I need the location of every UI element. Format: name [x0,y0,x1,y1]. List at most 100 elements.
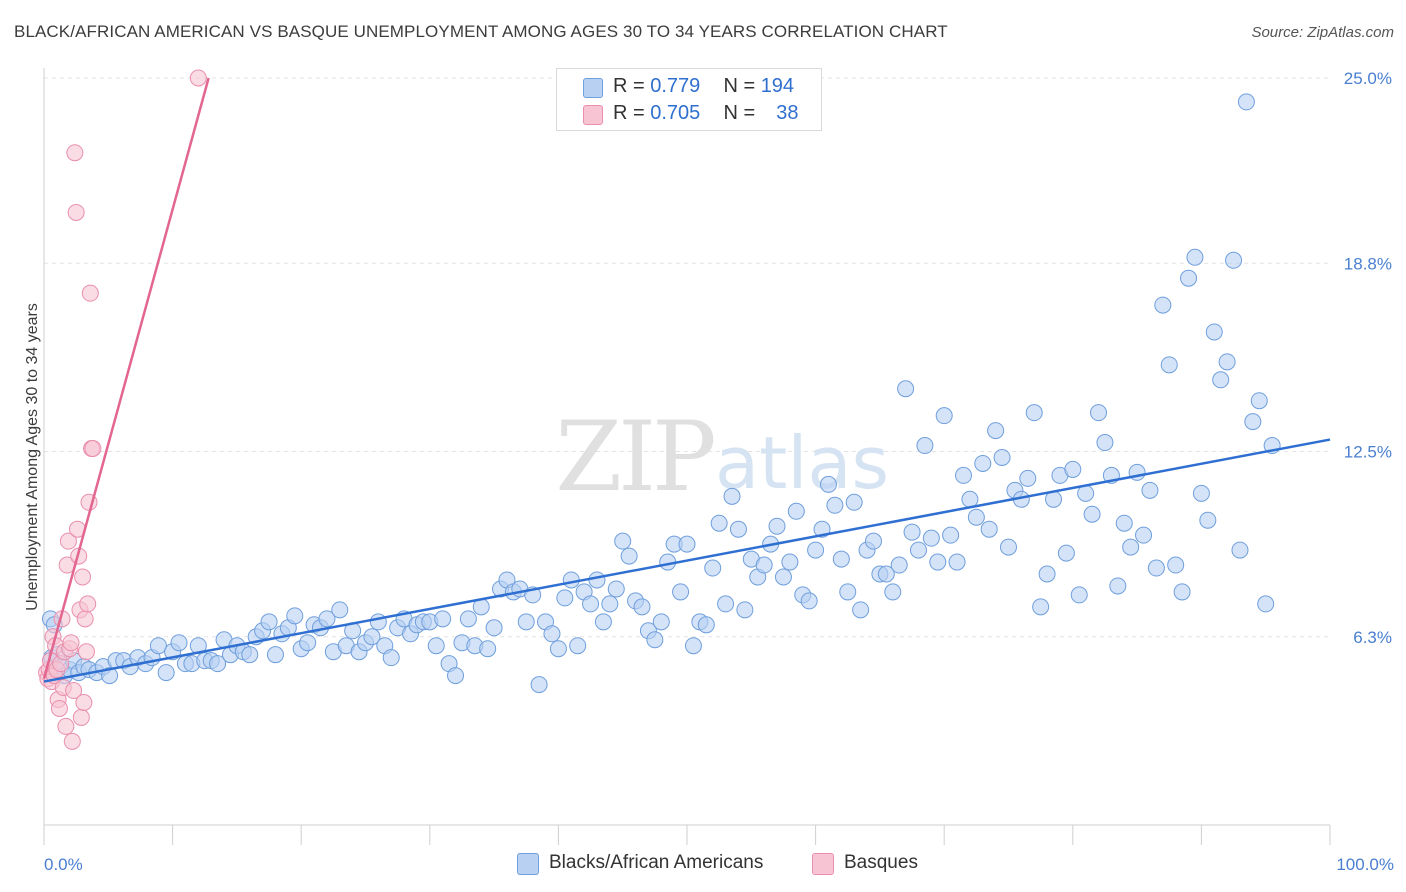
data-point-blacks [1038,565,1056,583]
data-point-blacks [562,571,580,589]
data-point-blacks [157,664,175,682]
y-tick-label: 18.8% [1344,254,1392,273]
data-point-blacks [1257,595,1275,613]
data-point-blacks [890,556,908,574]
data-point-blacks [1122,538,1140,556]
source-label: Source: ZipAtlas.com [1251,24,1394,41]
data-point-blacks [434,610,452,628]
data-point-blacks [717,595,735,613]
r-label: R = [613,102,645,124]
data-point-blacks [684,637,702,655]
data-point-basques [81,284,99,302]
data-point-blacks [582,595,600,613]
data-point-basques [65,682,83,700]
data-point-blacks [1083,505,1101,523]
data-point-blacks [569,637,587,655]
r-label: R = [613,75,645,97]
data-point-blacks [1225,251,1243,269]
data-point-blacks [369,613,387,631]
n-label: N = [723,75,756,97]
data-point-blacks [864,532,882,550]
data-point-blacks [774,568,792,586]
data-point-blacks [1025,404,1043,422]
data-point-blacks [678,535,696,553]
r-value-blacks: 0.779 [650,75,701,97]
data-point-blacks [1167,556,1185,574]
data-point-blacks [241,646,259,664]
data-point-blacks [1147,559,1165,577]
data-point-blacks [170,634,188,652]
data-point-blacks [1096,434,1114,452]
data-point-blacks [768,517,786,535]
trend-line-basques [42,77,210,679]
data-point-blacks [633,598,651,616]
data-point-blacks [967,508,985,526]
data-point-blacks [101,667,119,685]
data-point-blacks [149,637,167,655]
x-tick-label-min: 0.0% [44,855,83,874]
data-point-blacks [1212,371,1230,389]
data-point-blacks [1173,583,1191,601]
data-point-basques [50,699,68,717]
data-point-blacks [903,523,921,541]
data-point-blacks [993,448,1011,466]
data-point-blacks [530,676,548,694]
data-point-blacks [1090,404,1108,422]
data-point-blacks [1057,544,1075,562]
data-point-blacks [1180,269,1198,287]
data-point-blacks [1192,484,1210,502]
data-point-basques [79,595,97,613]
data-point-blacks [1000,538,1017,556]
data-point-blacks [826,496,844,514]
data-point-blacks [382,649,400,667]
data-point-basques [84,440,102,458]
data-point-basques [72,708,90,726]
chart-title: BLACK/AFRICAN AMERICAN VS BASQUE UNEMPLO… [14,22,948,41]
n-label: N = [723,102,756,124]
data-point-blacks [594,613,612,631]
legend-swatch-blue [517,853,539,875]
data-point-blacks [1186,248,1204,266]
data-point-blacks [1231,541,1249,559]
n-value-basques: 38 [776,102,799,124]
data-point-blacks [1070,586,1088,604]
data-point-blacks [922,529,940,547]
data-point-blacks [479,640,497,658]
data-point-blacks [1135,526,1153,544]
y-tick-label: 12.5% [1344,443,1392,462]
data-point-blacks [935,407,953,425]
data-point-basques [74,568,92,586]
grid-lines [44,77,1330,638]
data-point-blacks [781,553,799,571]
data-point-blacks [646,631,664,649]
data-point-blacks [266,646,284,664]
data-point-basques [77,643,95,661]
data-point-basques [67,203,85,221]
r-value-basques: 0.705 [650,102,701,124]
data-point-blacks [929,553,947,571]
data-point-blacks [209,655,227,673]
trend-line-blacks [43,438,1331,683]
data-point-blacks [1109,577,1127,595]
data-point-blacks [819,475,837,493]
data-point-blacks [447,667,465,685]
data-point-blacks [723,487,741,505]
data-point-blacks [710,514,728,532]
data-point-blacks [1199,511,1217,529]
data-point-basques [76,610,94,628]
zipatlas-watermark: ZIP atlas [555,401,889,513]
data-point-blacks [459,610,477,628]
data-point-blacks [556,589,574,607]
data-point-basques [59,532,77,550]
data-point-blacks [787,502,805,520]
y-tick-labels: 6.3% 12.5% 18.8% 25.0% [1344,69,1392,647]
data-point-blacks [607,580,625,598]
data-point-blacks [755,556,773,574]
data-point-blacks [286,607,304,625]
y-tick-label: 6.3% [1353,628,1392,647]
data-point-blacks [954,466,972,484]
data-point-blacks [974,454,992,472]
data-point-basques [75,693,93,711]
data-point-blacks [800,592,818,610]
